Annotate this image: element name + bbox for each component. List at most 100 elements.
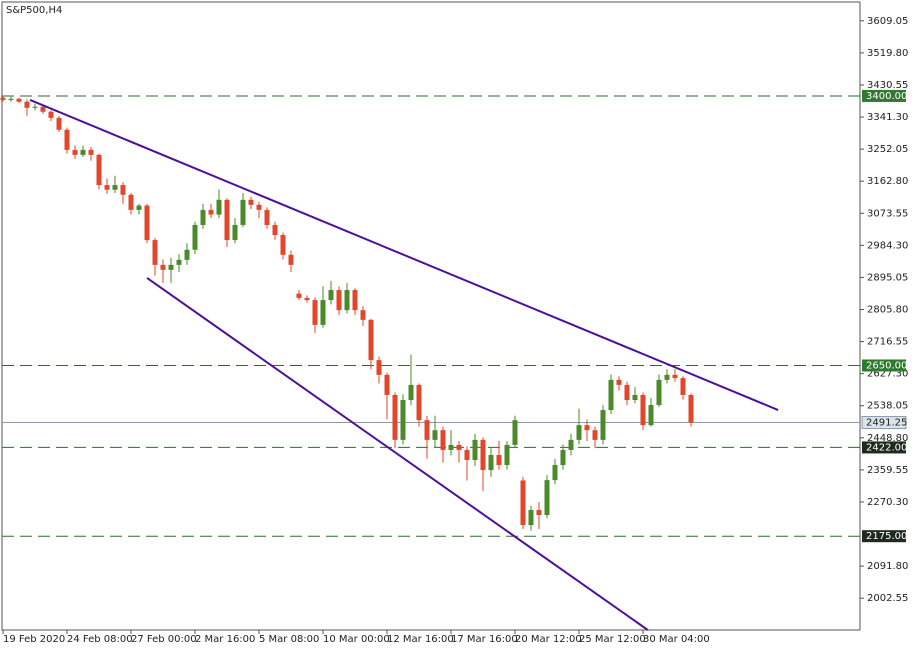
y-tick-label: 3430.55 xyxy=(867,80,908,91)
y-tick-label: 2627.30 xyxy=(867,369,908,380)
y-tick-label: 3162.80 xyxy=(867,176,908,187)
candle-body xyxy=(176,259,182,265)
y-tick-label: 2716.55 xyxy=(867,337,908,348)
y-tick-label: 2091.80 xyxy=(867,561,908,572)
candle-body xyxy=(408,384,414,400)
candle-body xyxy=(568,439,574,450)
candle-body xyxy=(472,439,478,461)
candle-body xyxy=(88,149,94,155)
last-price-label: 2491.25 xyxy=(866,418,907,429)
candle-body xyxy=(56,117,62,130)
candle-body xyxy=(184,249,190,260)
candle-body xyxy=(424,420,430,440)
candle-body xyxy=(432,430,438,440)
candle-body xyxy=(136,205,142,210)
candle-body xyxy=(480,439,486,471)
y-tick-label: 3341.30 xyxy=(867,112,908,123)
y-tick-label: 2270.30 xyxy=(867,497,908,508)
level-label-box xyxy=(862,530,906,543)
candle-body xyxy=(216,199,222,215)
trendline xyxy=(29,98,779,411)
candle-body xyxy=(16,98,22,102)
candle-body xyxy=(512,420,518,445)
chart-title: S&P500,H4 xyxy=(6,5,62,16)
candle-body xyxy=(40,106,46,112)
candle-body xyxy=(664,374,670,380)
candle-body xyxy=(224,199,230,241)
candle-body xyxy=(576,425,582,440)
candle-body xyxy=(304,297,310,301)
candle-body xyxy=(448,444,454,450)
candle-body xyxy=(128,194,134,210)
candle-body xyxy=(112,185,118,190)
y-tick-label: 2002.55 xyxy=(867,593,908,604)
candle-body xyxy=(272,224,278,236)
candle-body xyxy=(528,509,534,526)
candle-body xyxy=(616,379,622,385)
level-label: 3400.00 xyxy=(866,91,907,102)
candle-body xyxy=(64,129,70,150)
y-tick-label: 2359.55 xyxy=(867,465,908,476)
candle-body xyxy=(144,205,150,241)
candle-body xyxy=(24,101,30,108)
y-tick-label: 2448.80 xyxy=(867,433,908,444)
x-tick-label: 17 Mar 16:00 xyxy=(451,634,518,645)
candle-body xyxy=(160,264,166,270)
y-tick-label: 3073.55 xyxy=(867,208,908,219)
candle-body xyxy=(504,444,510,466)
y-tick-label: 2538.05 xyxy=(867,401,908,412)
y-tick-label: 2805.80 xyxy=(867,305,908,316)
candle-body xyxy=(232,224,238,241)
candle-body xyxy=(656,379,662,406)
x-tick-label: 30 Mar 04:00 xyxy=(643,634,710,645)
candle-body xyxy=(208,209,214,215)
candle-body xyxy=(648,405,654,426)
candle-body xyxy=(280,235,286,255)
candle-body xyxy=(320,300,326,325)
candle-body xyxy=(600,410,606,440)
candle-body xyxy=(48,111,54,118)
level-label: 2175.00 xyxy=(866,531,907,542)
trendline xyxy=(146,277,649,631)
candle-body xyxy=(392,394,398,440)
candle-body xyxy=(680,378,686,395)
candle-body xyxy=(688,394,694,423)
candle-body xyxy=(152,240,158,265)
candle-body xyxy=(72,149,78,155)
x-tick-label: 12 Mar 16:00 xyxy=(387,634,454,645)
x-tick-label: 5 Mar 08:00 xyxy=(259,634,319,645)
candle-body xyxy=(552,465,558,481)
level-label-box xyxy=(862,359,906,372)
level-label-box xyxy=(862,89,906,102)
x-tick-label: 20 Mar 12:00 xyxy=(515,634,582,645)
candle-body xyxy=(264,209,270,225)
level-label: 2422.00 xyxy=(866,442,907,453)
candle-body xyxy=(544,480,550,515)
candle-body xyxy=(360,310,366,320)
candle-body xyxy=(240,199,246,225)
candle-body xyxy=(488,454,494,471)
y-tick-label: 3252.05 xyxy=(867,144,908,155)
candle-body xyxy=(592,430,598,440)
candle-body xyxy=(384,374,390,395)
candle-body xyxy=(624,384,630,400)
x-tick-label: 24 Feb 08:00 xyxy=(67,634,133,645)
candle-body xyxy=(496,454,502,466)
candle-body xyxy=(288,254,294,265)
candle-body xyxy=(104,185,110,190)
candle-body xyxy=(400,399,406,440)
candle-body xyxy=(0,97,6,100)
candle-body xyxy=(192,224,198,250)
x-tick-label: 19 Feb 2020 xyxy=(3,634,65,645)
x-tick-label: 10 Mar 00:00 xyxy=(323,634,390,645)
y-tick-label: 3519.80 xyxy=(867,48,908,59)
x-tick-label: 25 Mar 12:00 xyxy=(579,634,646,645)
x-tick-label: 27 Feb 00:00 xyxy=(131,634,197,645)
level-label: 2650.00 xyxy=(866,360,907,371)
candle-body xyxy=(416,384,422,421)
candle-body xyxy=(368,319,374,361)
candle-body xyxy=(328,290,334,301)
candle-body xyxy=(440,430,446,450)
candle-body xyxy=(256,204,262,210)
